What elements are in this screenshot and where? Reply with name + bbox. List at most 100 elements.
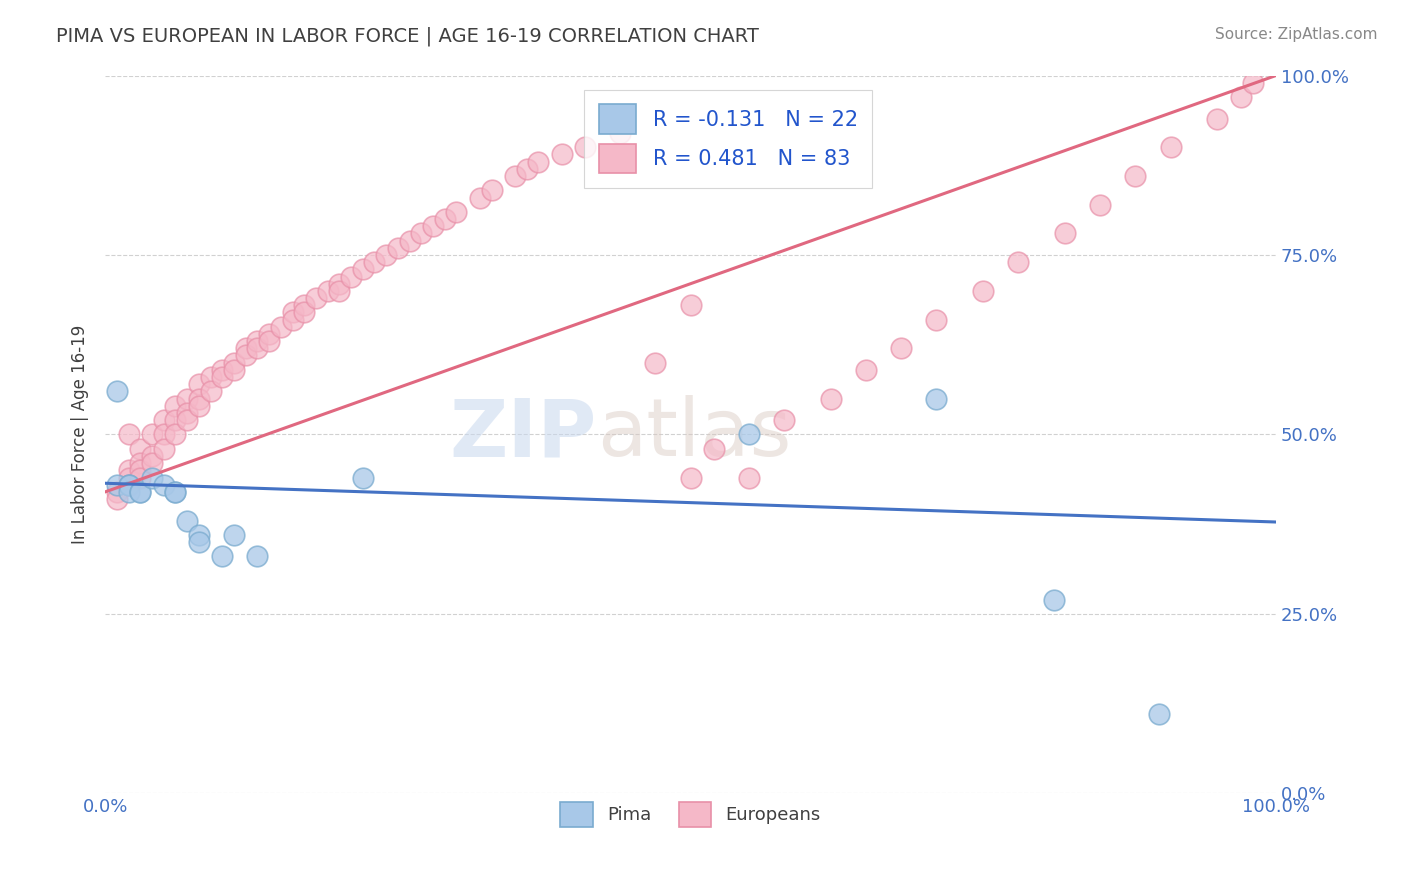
Text: Source: ZipAtlas.com: Source: ZipAtlas.com [1215, 27, 1378, 42]
Point [129, 463, 152, 477]
Text: ZIP: ZIP [450, 395, 598, 474]
Point [972, 284, 994, 298]
Point [235, 341, 257, 355]
Point [644, 356, 666, 370]
Point [246, 549, 269, 564]
Point [820, 392, 842, 406]
Point [433, 212, 456, 227]
Point [422, 219, 444, 234]
Point [1054, 227, 1077, 241]
Point [257, 334, 280, 348]
Point [246, 334, 269, 348]
Point [1090, 198, 1112, 212]
Point [246, 341, 269, 355]
Point [187, 392, 209, 406]
Point [679, 298, 702, 312]
Point [235, 349, 257, 363]
Point [117, 477, 139, 491]
Point [387, 241, 409, 255]
Point [211, 363, 233, 377]
Point [703, 442, 725, 456]
Point [609, 126, 631, 140]
Point [117, 470, 139, 484]
Point [117, 477, 139, 491]
Point [141, 470, 163, 484]
Point [855, 363, 877, 377]
Point [1125, 169, 1147, 183]
Text: PIMA VS EUROPEAN IN LABOR FORCE | AGE 16-19 CORRELATION CHART: PIMA VS EUROPEAN IN LABOR FORCE | AGE 16… [56, 27, 759, 46]
Point [738, 427, 761, 442]
Point [527, 154, 550, 169]
Point [305, 291, 328, 305]
Point [129, 470, 152, 484]
Point [141, 456, 163, 470]
Point [481, 183, 503, 197]
Point [165, 399, 187, 413]
Point [141, 449, 163, 463]
Point [141, 427, 163, 442]
Point [165, 413, 187, 427]
Point [176, 413, 198, 427]
Point [117, 477, 139, 491]
Point [105, 477, 128, 491]
Point [211, 370, 233, 384]
Point [152, 442, 174, 456]
Point [1206, 112, 1229, 126]
Y-axis label: In Labor Force | Age 16-19: In Labor Force | Age 16-19 [72, 325, 89, 544]
Point [200, 384, 222, 399]
Point [152, 477, 174, 491]
Point [328, 284, 350, 298]
Point [503, 169, 526, 183]
Point [176, 392, 198, 406]
Point [773, 413, 796, 427]
Point [679, 470, 702, 484]
Point [281, 312, 304, 326]
Point [281, 305, 304, 319]
Point [1160, 140, 1182, 154]
Point [117, 484, 139, 499]
Point [738, 470, 761, 484]
Point [105, 484, 128, 499]
Point [352, 470, 374, 484]
Point [1007, 255, 1029, 269]
Point [257, 326, 280, 341]
Point [117, 427, 139, 442]
Point [211, 549, 233, 564]
Point [352, 262, 374, 277]
Point [375, 248, 398, 262]
Point [129, 456, 152, 470]
Point [187, 377, 209, 392]
Point [165, 427, 187, 442]
Point [890, 341, 912, 355]
Point [292, 298, 315, 312]
Point [129, 442, 152, 456]
Point [222, 356, 245, 370]
Point [363, 255, 385, 269]
Point [129, 484, 152, 499]
Point [1230, 90, 1253, 104]
Point [446, 205, 468, 219]
Point [176, 514, 198, 528]
Point [222, 363, 245, 377]
Point [165, 484, 187, 499]
Legend: Pima, Europeans: Pima, Europeans [553, 795, 828, 835]
Point [1042, 592, 1064, 607]
Point [340, 269, 363, 284]
Point [105, 384, 128, 399]
Point [328, 277, 350, 291]
Point [1241, 76, 1264, 90]
Point [187, 528, 209, 542]
Point [187, 535, 209, 549]
Point [925, 392, 948, 406]
Point [117, 463, 139, 477]
Point [152, 427, 174, 442]
Point [129, 484, 152, 499]
Point [165, 484, 187, 499]
Point [152, 413, 174, 427]
Text: atlas: atlas [598, 395, 792, 474]
Point [316, 284, 339, 298]
Point [187, 399, 209, 413]
Point [468, 190, 491, 204]
Point [200, 370, 222, 384]
Point [574, 140, 596, 154]
